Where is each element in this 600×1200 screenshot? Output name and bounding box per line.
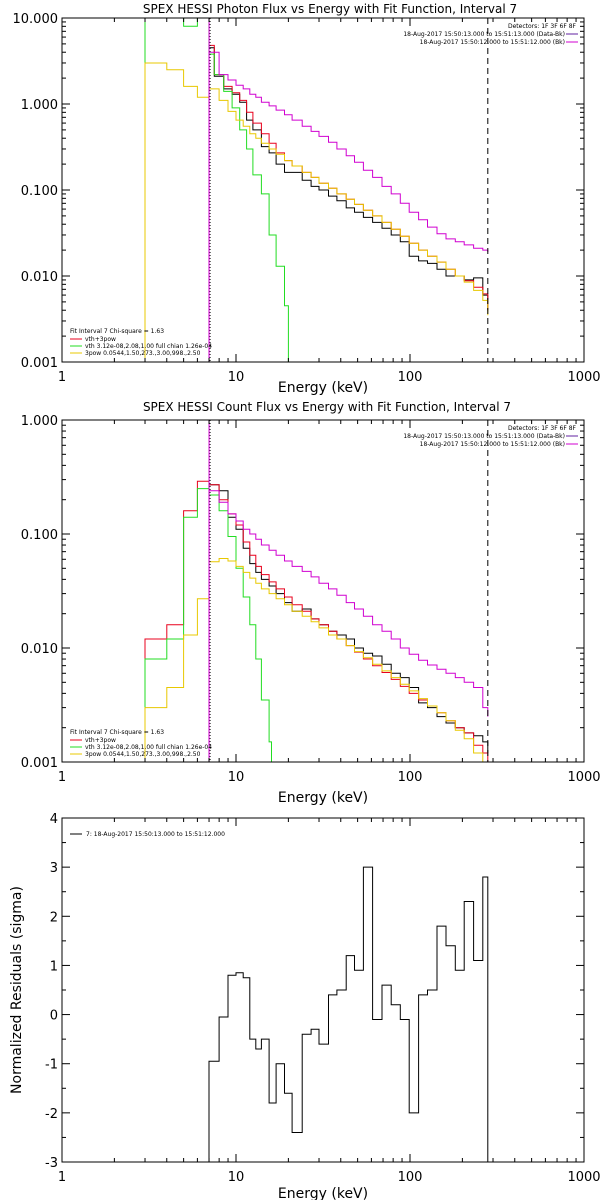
photon-y-tick-label: 0.010	[21, 270, 58, 285]
count-x-tick-label: 1	[58, 770, 66, 785]
count-x-tick-label: 100	[398, 770, 423, 785]
count-series-line	[208, 490, 489, 762]
residuals-y-tick-label: -3	[45, 1156, 58, 1171]
residuals-x-tick-label: 100	[398, 1170, 423, 1185]
photon-series-group	[144, 17, 489, 362]
count-x-tick-label: 1000	[567, 770, 600, 785]
residuals-x-tick-label: 1000	[567, 1170, 600, 1185]
count-plot-frame	[61, 419, 585, 763]
residuals-y-tick-label: 0	[50, 1009, 58, 1024]
photon-flux-panel: SPEX HESSI Photon Flux vs Energy with Fi…	[13, 2, 600, 396]
count-legend-fit: Fit Interval 7 Chi-square = 1.63	[70, 729, 164, 736]
residuals-x-tick-label: 10	[228, 1170, 245, 1185]
count-y-tick-label: 0.100	[21, 528, 58, 543]
count-legend-green: vth 3.12e-08,2.08,1.00 full chian 1.26e-…	[85, 744, 212, 751]
residuals-y-tick-label: 4	[50, 812, 58, 827]
photon-series-line	[144, 62, 489, 362]
photon-legend-bk: 18-Aug-2017 15:50:12.000 to 15:51:12.000…	[420, 39, 565, 46]
residuals-y-tick-label: 1	[50, 959, 58, 974]
residuals-y-tick-label: 3	[50, 861, 58, 876]
count-legend-gold: 3pow 0.0544,1.50,273.,3.00,998.,2.50	[85, 751, 201, 758]
count-legend-right: Detectors: 1F 3F 6F 8F 18-Aug-2017 15:50…	[403, 425, 578, 448]
count-flux-panel: SPEX HESSI Count Flux vs Energy with Fit…	[21, 400, 600, 806]
photon-series-line	[144, 17, 289, 362]
count-legend-red: vth+3pow	[85, 737, 116, 744]
photon-chart-title: SPEX HESSI Photon Flux vs Energy with Fi…	[143, 2, 517, 16]
count-series-line	[144, 488, 272, 762]
residuals-x-tick-label: 1	[58, 1170, 66, 1185]
count-series-line	[208, 484, 489, 762]
photon-legend-right: Detectors: 1F 3F 6F 8F 18-Aug-2017 15:50…	[403, 23, 578, 46]
photon-x-axis-label: Energy (keV)	[278, 380, 368, 396]
residuals-x-axis-label: Energy (keV)	[278, 1186, 368, 1200]
photon-legend-data-bk: 18-Aug-2017 15:50:13.000 to 15:51:13.000…	[403, 31, 565, 38]
count-axes: 1 10 100 1000 0.001 0.010 0.100 1.000	[21, 414, 600, 785]
photon-y-tick-label: 1.000	[21, 98, 58, 113]
photon-series-line	[208, 44, 489, 362]
photon-legend-detectors: Detectors: 1F 3F 6F 8F	[508, 23, 577, 30]
residuals-series-line	[208, 866, 489, 1162]
count-series-group	[144, 480, 489, 762]
photon-x-tick-label: 100	[398, 370, 423, 385]
photon-legend-fit: Fit Interval 7 Chi-square = 1.63	[70, 328, 164, 335]
count-series-line	[144, 558, 484, 762]
residuals-panel: 1 10 100 1000 -3 -2 -1 0 1 2 3 4 Energy (keV) Norma…	[9, 812, 600, 1200]
photon-legend-left: Fit Interval 7 Chi-square = 1.63 vth+3po…	[70, 328, 212, 357]
photon-y-tick-label: 10.000	[13, 12, 59, 27]
count-x-tick-label: 10	[228, 770, 245, 785]
residuals-axes: 1 10 100 1000 -3 -2 -1 0 1 2 3 4	[45, 812, 600, 1185]
residuals-y-tick-label: 2	[50, 910, 58, 925]
photon-legend-green: vth 3.12e-08,2.08,1.00 full chian 1.26e-…	[85, 343, 212, 350]
photon-legend-red: vth+3pow	[85, 336, 116, 343]
count-x-axis-label: Energy (keV)	[278, 790, 368, 806]
photon-y-tick-label: 0.001	[21, 356, 58, 371]
residuals-y-tick-label: -2	[45, 1107, 58, 1122]
photon-y-tick-label: 0.100	[21, 184, 58, 199]
count-legend-bk: 18-Aug-2017 15:50:12.000 to 15:51:12.000…	[420, 441, 565, 448]
photon-x-tick-label: 1	[58, 370, 66, 385]
count-reference-lines	[208, 420, 489, 762]
residuals-series-group	[208, 866, 489, 1162]
residuals-y-axis-label: Normalized Residuals (sigma)	[9, 886, 25, 1094]
photon-x-tick-label: 10	[228, 370, 245, 385]
residuals-legend-label: 7: 18-Aug-2017 15:50:13.000 to 15:51:12.…	[86, 831, 225, 838]
photon-x-tick-label: 1000	[567, 370, 600, 385]
residuals-y-tick-label: -1	[45, 1058, 58, 1073]
photon-legend-gold: 3pow 0.0544,1.50,273.,3.00,998.,2.50	[85, 350, 201, 357]
count-legend-data-bk: 18-Aug-2017 15:50:13.000 to 15:51:13.000…	[403, 433, 565, 440]
photon-series-line	[208, 47, 489, 362]
count-legend-detectors: Detectors: 1F 3F 6F 8F	[508, 425, 577, 432]
count-y-tick-label: 0.001	[21, 756, 58, 771]
count-legend-left: Fit Interval 7 Chi-square = 1.63 vth+3po…	[70, 729, 212, 758]
count-chart-title: SPEX HESSI Count Flux vs Energy with Fit…	[143, 400, 511, 414]
count-y-tick-label: 0.010	[21, 642, 58, 657]
photon-series-line	[208, 51, 489, 362]
count-y-tick-label: 1.000	[21, 414, 58, 429]
photon-axes: 1 10 100 1000 0.001 0.010 0.100 1.000 10.000	[13, 12, 600, 385]
residuals-plot-frame	[61, 817, 585, 1163]
photon-reference-lines	[208, 18, 489, 362]
